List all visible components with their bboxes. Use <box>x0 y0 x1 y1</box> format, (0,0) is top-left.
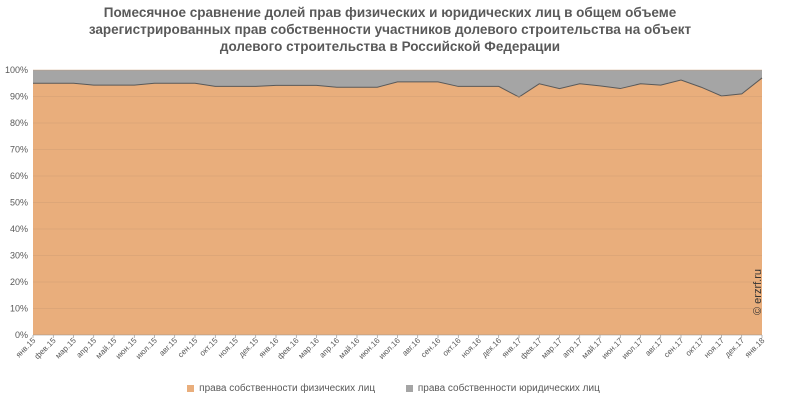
y-tick-label: 90% <box>10 92 28 102</box>
y-tick-label: 40% <box>10 224 28 234</box>
x-tick-label: июл.16 <box>377 336 402 361</box>
x-tick-label: дек.17 <box>723 336 747 360</box>
legend: права собственности физических лиц права… <box>0 383 787 395</box>
watermark: © erzrf.ru <box>752 269 764 315</box>
x-tick-label: мар.17 <box>539 336 564 361</box>
y-tick-label: 20% <box>10 277 28 287</box>
chart-title-line-3: долевого строительства в Российской Феде… <box>219 39 561 54</box>
legend-label-legal-entities: права собственности юридических лиц <box>417 383 600 394</box>
x-tick-label: мар.15 <box>53 336 78 361</box>
y-tick-label: 0% <box>15 330 28 340</box>
y-tick-label: 80% <box>10 118 28 128</box>
chart-title-line-1: Помесячное сравнение долей прав физическ… <box>103 5 677 20</box>
legend-item-legal-entities: права собственности юридических лиц <box>405 383 600 394</box>
x-tick-label: фев.17 <box>519 336 544 361</box>
x-tick-label: июл.15 <box>134 336 159 361</box>
x-tick-label: сен.17 <box>662 336 686 360</box>
x-tick-label: ноя.15 <box>216 336 240 360</box>
x-tick-label: сен.15 <box>176 336 200 360</box>
x-tick-label: дек.16 <box>480 336 504 360</box>
x-tick-label: дек.15 <box>237 336 261 360</box>
legend-swatch-legal-entities <box>405 385 413 392</box>
x-tick-label: ноя.17 <box>702 336 726 360</box>
x-tick-label: сен.16 <box>419 336 443 360</box>
area-series <box>33 69 763 336</box>
x-tick-label: янв.18 <box>743 336 767 360</box>
y-axis-ticks: 0% 10% 20% 30% 40% 50% 60% 70% 80% 90% 100% <box>5 65 28 340</box>
area-individuals <box>33 77 762 335</box>
y-tick-label: 100% <box>5 65 28 75</box>
chart-title-line-2: зарегистрированных прав собственности уч… <box>88 22 692 37</box>
x-tick-label: фев.16 <box>276 336 301 361</box>
area-boundary-line <box>33 77 763 98</box>
x-tick-label: июл.17 <box>620 336 645 361</box>
legend-swatch-individuals <box>187 385 195 392</box>
x-axis-ticks: янв.15фев.15мар.15апр.15май.15июн.15июл.… <box>14 335 767 361</box>
area-legal-entities <box>33 70 762 98</box>
y-tick-label: 50% <box>10 198 28 208</box>
y-tick-label: 60% <box>10 171 28 181</box>
x-tick-label: фев.15 <box>33 336 58 361</box>
x-tick-label: ноя.16 <box>459 336 483 360</box>
y-tick-label: 70% <box>10 145 28 155</box>
x-tick-label: мар.16 <box>296 336 321 361</box>
y-tick-label: 30% <box>10 251 28 261</box>
chart-title: Помесячное сравнение долей прав физическ… <box>60 4 720 55</box>
legend-label-individuals: права собственности физических лиц <box>199 383 376 394</box>
legend-item-individuals: права собственности физических лиц <box>187 383 375 394</box>
y-tick-label: 10% <box>10 304 28 314</box>
